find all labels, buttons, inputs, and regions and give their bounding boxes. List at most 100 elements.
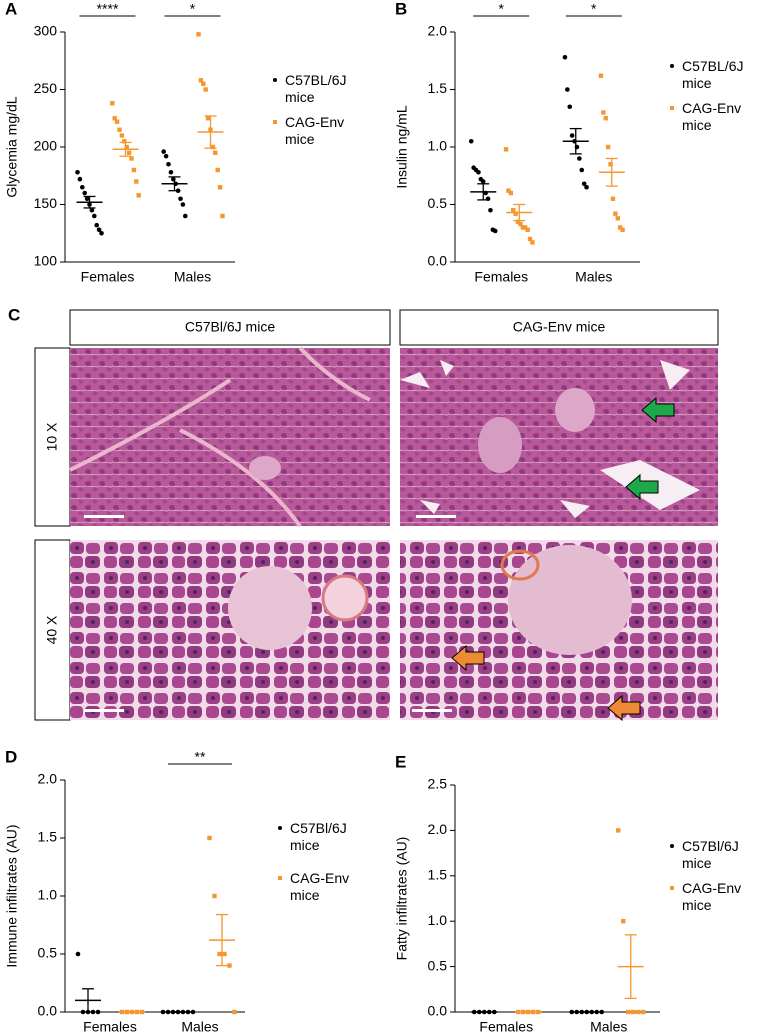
data-point <box>468 138 474 144</box>
data-point <box>222 951 227 957</box>
data-point <box>599 1009 605 1015</box>
y-tick-label: 0.0 <box>38 1003 58 1019</box>
significance-label: * <box>190 1 196 17</box>
data-point <box>180 202 186 207</box>
y-tick-label: 150 <box>34 195 58 211</box>
arrow <box>641 396 675 424</box>
data-point <box>508 190 514 196</box>
data-point <box>190 1009 196 1015</box>
data-point <box>126 150 132 155</box>
data-point <box>488 207 493 213</box>
legend-label: CAG-Env mice <box>682 880 742 913</box>
legend-entry: CAG-Env mice <box>670 100 762 134</box>
significance-label: **** <box>97 1 119 17</box>
y-tick-label: 0.5 <box>428 957 448 973</box>
significance-label: * <box>591 1 597 17</box>
data-point <box>75 170 80 175</box>
data-point <box>621 919 626 924</box>
data-point <box>581 181 587 187</box>
panel-letter: B <box>395 0 407 18</box>
data-point <box>569 133 575 138</box>
row-header-box <box>34 347 71 527</box>
legend-label: C57BL/6J mice <box>285 72 347 105</box>
data-point <box>82 190 87 196</box>
y-tick-label: 2.0 <box>428 821 448 837</box>
data-point <box>617 225 623 230</box>
data-point <box>122 139 127 144</box>
data-point <box>114 119 120 124</box>
data-point <box>527 236 533 242</box>
y-tick-label: 100 <box>34 253 58 269</box>
panel-letter: A <box>5 0 17 18</box>
legend-entry: CAG-Env mice <box>273 114 365 148</box>
row-header: 40 X <box>44 615 60 644</box>
row-header: 10 X <box>44 422 60 451</box>
data-point <box>134 179 139 184</box>
panel-letter: C <box>8 305 20 324</box>
legend-entry: C57BL/6J mice <box>670 58 762 92</box>
arrow <box>451 644 485 672</box>
data-point <box>569 1009 575 1015</box>
data-point <box>565 87 570 92</box>
data-point <box>205 116 211 121</box>
data-point <box>210 144 216 150</box>
data-point <box>198 78 204 83</box>
data-point <box>168 170 174 175</box>
legend-swatch <box>670 106 674 110</box>
data-point <box>99 230 104 236</box>
data-point <box>608 162 613 167</box>
data-point <box>598 73 604 78</box>
y-tick-label: 0.0 <box>428 253 448 269</box>
x-tick-label: Males <box>575 269 612 285</box>
x-tick-label: Females <box>83 1019 137 1034</box>
data-point <box>95 1009 101 1015</box>
data-point <box>201 81 206 86</box>
data-point <box>523 225 528 230</box>
data-point <box>232 1009 237 1015</box>
y-tick-label: 2.0 <box>38 771 58 787</box>
data-point <box>562 55 568 60</box>
data-point <box>641 1009 646 1015</box>
legend-swatch <box>273 78 277 82</box>
data-point <box>129 156 134 161</box>
data-point <box>217 951 222 957</box>
data-point <box>220 213 225 219</box>
data-point <box>530 240 535 245</box>
data-point <box>178 196 183 202</box>
legend-swatch <box>670 886 674 890</box>
data-point <box>518 221 523 227</box>
legend-label: CAG-Env mice <box>285 114 345 147</box>
data-point <box>227 963 232 968</box>
data-point <box>579 167 585 173</box>
data-point <box>610 196 616 201</box>
legend-entry: C57Bl/6J mice <box>670 838 762 872</box>
data-point <box>161 149 166 154</box>
data-point <box>119 133 125 138</box>
data-point <box>515 219 521 224</box>
data-point <box>160 1009 166 1015</box>
y-tick-label: 2.0 <box>428 23 448 39</box>
data-point <box>80 184 85 190</box>
micrograph <box>69 346 390 528</box>
legend-entry: CAG-Env mice <box>670 880 762 914</box>
column-header: C57Bl/6J mice <box>185 319 275 335</box>
data-point <box>212 893 217 899</box>
panel-letter: E <box>395 752 406 771</box>
data-point <box>75 951 81 957</box>
data-point <box>480 179 486 184</box>
data-point <box>615 216 620 221</box>
data-point <box>601 110 606 115</box>
data-point <box>207 835 212 841</box>
y-tick-label: 1.0 <box>428 912 448 928</box>
column-header-box <box>399 309 719 346</box>
data-point <box>503 147 509 152</box>
y-tick-label: 1.5 <box>428 80 448 96</box>
y-tick-label: 300 <box>34 23 58 39</box>
micrograph <box>400 348 718 526</box>
data-point <box>110 101 115 106</box>
data-point <box>620 227 625 232</box>
data-point <box>513 211 518 216</box>
y-tick-label: 0.5 <box>428 195 448 211</box>
micrograph <box>70 540 390 720</box>
data-point <box>131 167 137 173</box>
